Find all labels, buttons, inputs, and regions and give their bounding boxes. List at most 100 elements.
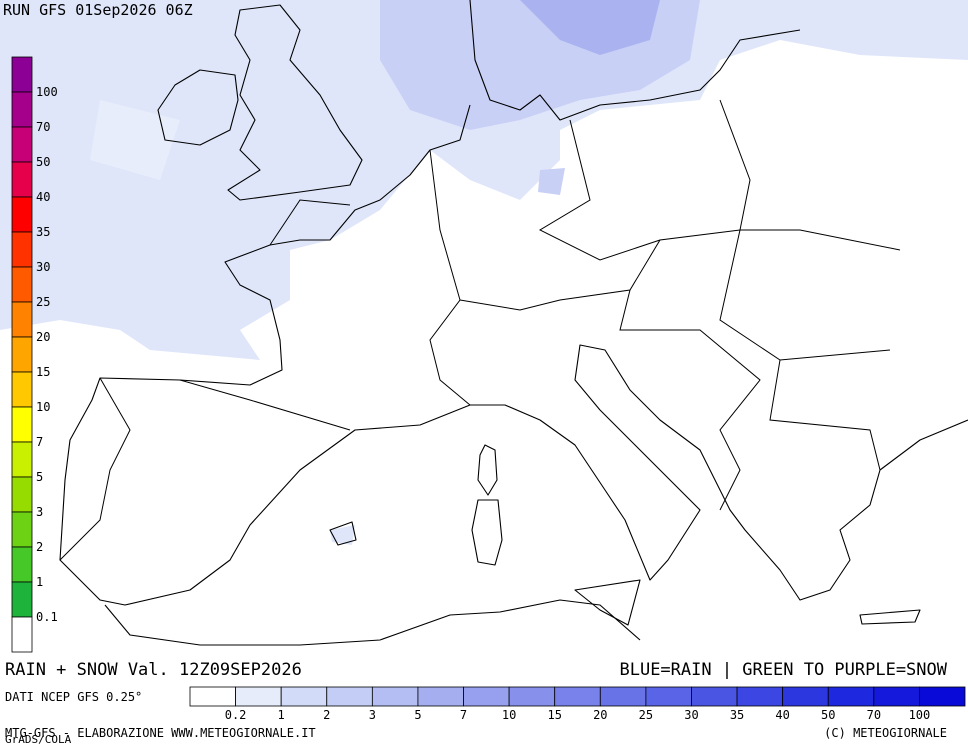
snow-scale: 100 70 50 40 35 30 25 20 15 10 7 5 3 2 1 0.1 <box>11 56 58 653</box>
rain-swatch <box>645 686 692 707</box>
snow-label: 1 <box>36 575 43 589</box>
border <box>769 359 881 471</box>
snow-swatch <box>11 546 33 583</box>
rain-swatch <box>235 686 282 707</box>
rain-label: 15 <box>547 708 561 722</box>
borders <box>59 99 901 561</box>
rain-swatch <box>691 686 738 707</box>
snow-label: 0.1 <box>36 610 58 624</box>
rain-swatch <box>736 686 784 707</box>
balearics <box>329 521 357 546</box>
snow-swatch <box>11 476 33 513</box>
rain-scale: 0.2 1 2 3 5 7 10 15 20 25 30 35 40 50 70 100 <box>189 686 966 722</box>
rain-label: 3 <box>369 708 376 722</box>
precipitation-field <box>0 0 968 545</box>
rain-swatch <box>463 686 510 707</box>
crete <box>859 609 921 625</box>
rain-label: 35 <box>730 708 744 722</box>
border <box>459 229 901 311</box>
software: GrADS/COLA <box>5 733 72 745</box>
snow-label: 30 <box>36 260 50 274</box>
snow-swatch <box>11 336 33 373</box>
rain-swatch <box>371 686 419 707</box>
credit: MTG-GFS - ELABORAZIONE WWW.METEOGIORNALE… <box>5 726 316 740</box>
snow-label: 50 <box>36 155 50 169</box>
north-africa-coast <box>104 599 641 646</box>
snow-label: 20 <box>36 330 50 344</box>
rain-swatch <box>417 686 464 707</box>
rain-patch <box>538 168 565 195</box>
source: DATI NCEP GFS 0.25° <box>5 690 142 704</box>
rain-swatch <box>873 686 920 707</box>
snow-label: 40 <box>36 190 50 204</box>
rain-label: 5 <box>414 708 421 722</box>
rain-swatch <box>326 686 373 707</box>
snow-swatch <box>11 161 33 198</box>
snow-label: 5 <box>36 470 43 484</box>
snow-label: 100 <box>36 85 58 99</box>
rain-swatch <box>554 686 601 707</box>
rain-label: 25 <box>639 708 653 722</box>
rain-swatch <box>919 686 966 707</box>
rain-swatch <box>189 686 236 707</box>
border <box>538 119 661 261</box>
snow-label: 35 <box>36 225 50 239</box>
snow-label: 70 <box>36 120 50 134</box>
ireland <box>157 69 239 146</box>
rain-label: 50 <box>821 708 835 722</box>
sicily <box>574 579 641 626</box>
sardinia <box>471 499 503 566</box>
snow-label: 3 <box>36 505 43 519</box>
snow-swatch <box>11 196 33 233</box>
rain-swatch <box>827 686 875 707</box>
snow-swatch <box>11 56 33 93</box>
rain-heavy <box>520 0 660 55</box>
border <box>269 199 351 246</box>
border <box>719 99 891 361</box>
rain-label: 70 <box>867 708 881 722</box>
rain-label: 1 <box>278 708 285 722</box>
snow-swatch <box>11 441 33 478</box>
rain-label: 20 <box>593 708 607 722</box>
snow-swatch <box>11 371 33 408</box>
snow-swatch <box>11 406 33 443</box>
snow-swatch <box>11 231 33 268</box>
rain-patch <box>330 525 355 545</box>
snow-label: 25 <box>36 295 50 309</box>
snow-label: 7 <box>36 435 43 449</box>
border <box>179 379 351 431</box>
rain-label: 0.2 <box>225 708 247 722</box>
legend-note: BLUE=RAIN | GREEN TO PURPLE=SNOW <box>619 660 947 680</box>
snow-label: 2 <box>36 540 43 554</box>
snow-swatch <box>11 616 33 653</box>
run-label: RUN GFS 01Sep2026 06Z <box>3 1 193 19</box>
rain-swatch <box>599 686 647 707</box>
snow-label: 10 <box>36 400 50 414</box>
rain-swatch <box>782 686 829 707</box>
snow-swatch <box>11 301 33 338</box>
border <box>619 289 761 511</box>
rain-swatch <box>280 686 328 707</box>
snow-swatch <box>11 266 33 303</box>
snow-swatch <box>11 511 33 548</box>
rain-patch <box>90 100 180 180</box>
snow-swatch <box>11 91 33 128</box>
rain-label: 40 <box>775 708 789 722</box>
map-title: RAIN + SNOW Val. 12Z09SEP2026 <box>5 660 302 680</box>
rain-label: 100 <box>909 708 931 722</box>
rain-label: 10 <box>502 708 516 722</box>
copyright: (C) METEOGIORNALE <box>824 726 947 740</box>
border <box>59 377 131 561</box>
snow-label: 15 <box>36 365 50 379</box>
rain-label: 7 <box>460 708 467 722</box>
snow-swatch <box>11 581 33 618</box>
rain-label: 2 <box>323 708 330 722</box>
rain-label: 30 <box>684 708 698 722</box>
scandinavia <box>469 0 801 121</box>
border <box>429 149 471 406</box>
snow-swatch <box>11 126 33 163</box>
corsica <box>477 444 498 496</box>
great-britain <box>227 4 363 201</box>
rain-swatch <box>508 686 556 707</box>
